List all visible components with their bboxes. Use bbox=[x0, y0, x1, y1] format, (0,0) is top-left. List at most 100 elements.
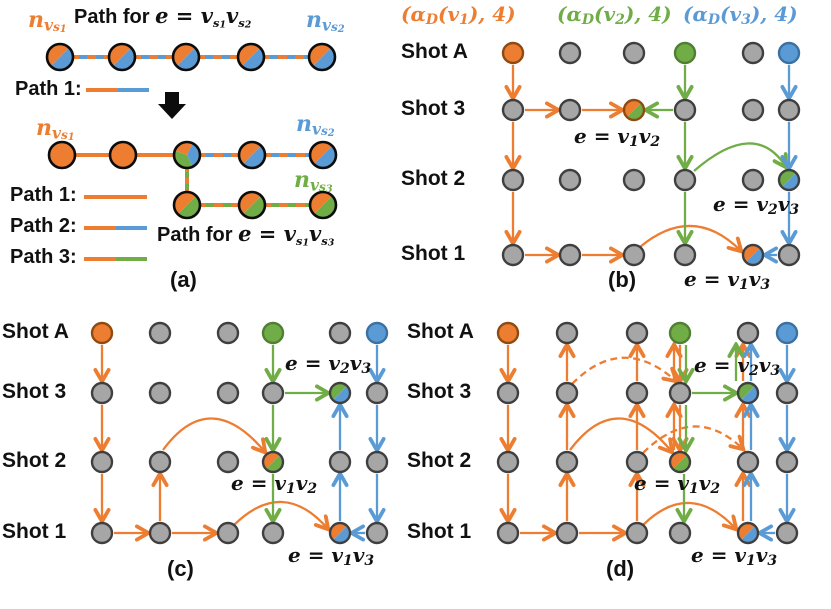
node-half bbox=[743, 245, 761, 263]
node-label-nvs3: nvs3 bbox=[294, 167, 333, 195]
arc-arrow bbox=[642, 425, 743, 454]
graph-node bbox=[558, 98, 582, 122]
graph-node bbox=[236, 42, 266, 72]
graph-node bbox=[261, 450, 285, 474]
graph-node bbox=[673, 243, 697, 267]
graph-node bbox=[148, 521, 172, 545]
arc-arrow bbox=[569, 417, 672, 452]
graph-node bbox=[328, 450, 352, 474]
row-label-shot-3-d: Shot 3 bbox=[407, 380, 472, 403]
caption-d: (d) bbox=[606, 556, 635, 581]
graph-node bbox=[496, 450, 520, 474]
graph-node bbox=[501, 168, 525, 192]
graph-node bbox=[216, 521, 240, 545]
node-half bbox=[330, 523, 348, 541]
node-half bbox=[779, 170, 797, 188]
node-half bbox=[265, 454, 283, 472]
node-label-nvs2-2: nvs2 bbox=[296, 111, 335, 139]
graph-node bbox=[237, 190, 267, 220]
graph-node bbox=[777, 243, 801, 267]
edge-label-v1v2-d: e = v1v2 bbox=[634, 471, 721, 498]
node-half bbox=[738, 383, 756, 401]
row-label-shot-a-c: Shot A bbox=[2, 320, 69, 343]
graph-node bbox=[90, 381, 114, 405]
graph-node bbox=[307, 42, 337, 72]
node-half bbox=[626, 102, 644, 120]
edge-label-v2v3-d: e = v2v3 bbox=[694, 353, 781, 380]
graph-node bbox=[148, 381, 172, 405]
graph-node bbox=[555, 321, 579, 345]
graph-node bbox=[673, 41, 697, 65]
panel-a bbox=[45, 42, 338, 261]
graph-node bbox=[172, 190, 202, 220]
graph-node bbox=[172, 140, 202, 170]
graph-node bbox=[777, 98, 801, 122]
row-label-shot-a-b: Shot A bbox=[401, 40, 468, 63]
node-half bbox=[174, 192, 197, 215]
graph-node bbox=[308, 140, 338, 170]
graph-node bbox=[625, 321, 649, 345]
panel-a-title-top: Path for e = vs1vs2 bbox=[74, 3, 252, 31]
node-half bbox=[332, 525, 350, 543]
arc-arrow bbox=[642, 501, 736, 529]
node-label-nvs1-2: nvs1 bbox=[36, 115, 75, 143]
node-half bbox=[47, 44, 70, 67]
graph-node bbox=[501, 98, 525, 122]
edge-label-v1v3-c: e = v1v3 bbox=[288, 543, 375, 570]
arc-arrow bbox=[162, 417, 265, 452]
graph-node bbox=[775, 450, 799, 474]
node-half bbox=[781, 172, 799, 190]
arc-arrow bbox=[571, 356, 676, 385]
panel-d bbox=[496, 321, 799, 545]
graph-node bbox=[668, 521, 692, 545]
graph-node bbox=[668, 450, 692, 474]
header-alpha-v2: (αD(v2), 4) bbox=[557, 2, 672, 29]
node-half bbox=[309, 44, 332, 67]
node-half bbox=[313, 145, 336, 168]
header-alpha-v3: (αD(v3), 4) bbox=[683, 2, 798, 29]
graph-node bbox=[90, 450, 114, 474]
legend-top-path1: Path 1: bbox=[15, 78, 82, 100]
arc-arrow bbox=[233, 500, 328, 529]
caption-c: (c) bbox=[167, 556, 194, 581]
graph-node bbox=[775, 381, 799, 405]
graph-node bbox=[558, 168, 582, 192]
node-half bbox=[310, 192, 333, 215]
node-half bbox=[740, 385, 758, 403]
edge-label-v1v3-d: e = v1v3 bbox=[691, 543, 778, 570]
graph-node bbox=[237, 140, 267, 170]
row-label-shot-3-c: Shot 3 bbox=[2, 380, 67, 403]
graph-node bbox=[216, 450, 240, 474]
graph-node bbox=[148, 450, 172, 474]
edge-label-v1v2-c: e = v1v2 bbox=[231, 471, 318, 498]
node-half bbox=[738, 523, 756, 541]
graph-node bbox=[622, 168, 646, 192]
graph-node bbox=[741, 168, 765, 192]
graph-node bbox=[622, 41, 646, 65]
edge-label-v1v2-b: e = v1v2 bbox=[574, 124, 661, 151]
legend-path2: Path 2: bbox=[10, 215, 77, 237]
node-half bbox=[239, 142, 262, 165]
graph-node bbox=[365, 521, 389, 545]
node-half bbox=[238, 44, 261, 67]
node-half bbox=[50, 47, 73, 70]
node-half bbox=[332, 385, 350, 403]
graph-node bbox=[216, 321, 240, 345]
graph-node bbox=[673, 98, 697, 122]
graph-node bbox=[622, 98, 646, 122]
graph-node bbox=[496, 521, 520, 545]
header-alpha-v1: (αD(v1), 4) bbox=[401, 2, 516, 29]
node-half bbox=[670, 452, 688, 470]
node-label-nvs1: nvs1 bbox=[28, 7, 67, 35]
graph-node bbox=[261, 321, 285, 345]
graph-node bbox=[555, 521, 579, 545]
graph-node bbox=[365, 321, 389, 345]
node-sector bbox=[187, 143, 200, 167]
graph-node bbox=[261, 521, 285, 545]
graph-node bbox=[668, 321, 692, 345]
graph-node bbox=[673, 168, 697, 192]
graph-node bbox=[45, 42, 75, 72]
graph-node bbox=[555, 450, 579, 474]
graph-node bbox=[216, 381, 240, 405]
graph-node bbox=[622, 243, 646, 267]
